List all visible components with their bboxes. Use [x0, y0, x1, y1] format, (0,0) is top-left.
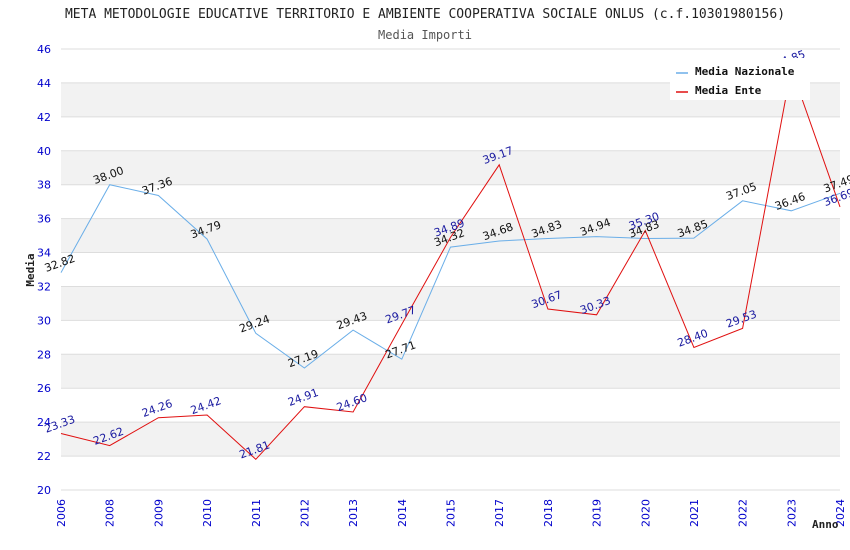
y-tick-label: 38	[37, 179, 51, 192]
x-tick-label: 2013	[347, 499, 360, 527]
legend: Media Nazionale Media Ente	[670, 58, 810, 100]
y-tick-label: 34	[37, 247, 51, 260]
x-tick-label: 2009	[152, 499, 165, 527]
y-tick-label: 28	[37, 348, 51, 361]
x-tick-label: 2019	[591, 499, 604, 527]
chart-subtitle: Media Importi	[378, 28, 472, 42]
x-tick-label: 2021	[688, 499, 701, 527]
legend-label-nazionale: Media Nazionale	[695, 65, 795, 78]
x-tick-label: 2020	[639, 499, 652, 527]
x-tick-label: 2006	[55, 499, 68, 527]
y-axis-label: Media	[24, 253, 37, 286]
chart-title: META METODOLOGIE EDUCATIVE TERRITORIO E …	[65, 7, 785, 22]
y-tick-label: 26	[37, 382, 51, 395]
grid-band	[61, 354, 840, 389]
legend-box	[670, 58, 810, 100]
x-tick-label: 2015	[445, 499, 458, 527]
y-tick-label: 30	[37, 314, 51, 327]
y-tick-label: 46	[37, 43, 51, 56]
y-tick-label: 24	[37, 416, 51, 429]
series-line-nazionale	[60, 184, 841, 369]
x-axis-label: Anno	[812, 518, 839, 531]
grid-bands	[61, 49, 840, 490]
x-tick-label: 2014	[396, 499, 409, 527]
y-tick-label: 42	[37, 111, 51, 124]
series-lines	[60, 66, 841, 461]
x-tick-label: 2024	[834, 499, 847, 527]
x-tick-label: 2018	[542, 499, 555, 527]
plot-area	[61, 49, 840, 490]
y-tick-label: 44	[37, 77, 51, 90]
y-axis-ticks: 20 22 24 26 28 30 32 34 36 38 40 42 44 46	[37, 43, 51, 497]
x-axis-ticks: 2006 2008 2009 2010 2011 2012 2013 2014 2015 2017…	[55, 499, 847, 527]
grid-band	[61, 150, 840, 185]
legend-label-ente: Media Ente	[695, 84, 762, 97]
x-tick-label: 2011	[250, 499, 263, 527]
series-line-ente	[60, 66, 841, 461]
x-tick-label: 2010	[201, 499, 214, 527]
grid-band	[61, 422, 840, 457]
y-tick-label: 36	[37, 213, 51, 226]
x-tick-label: 2017	[493, 499, 506, 527]
y-tick-label: 22	[37, 450, 51, 463]
grid-band	[61, 286, 840, 321]
x-tick-label: 2022	[737, 499, 750, 527]
x-tick-label: 2012	[298, 499, 311, 527]
y-tick-label: 20	[37, 484, 51, 497]
x-tick-label: 2008	[104, 499, 117, 527]
x-tick-label: 2023	[785, 499, 798, 527]
y-tick-label: 32	[37, 280, 51, 293]
y-tick-label: 40	[37, 145, 51, 158]
